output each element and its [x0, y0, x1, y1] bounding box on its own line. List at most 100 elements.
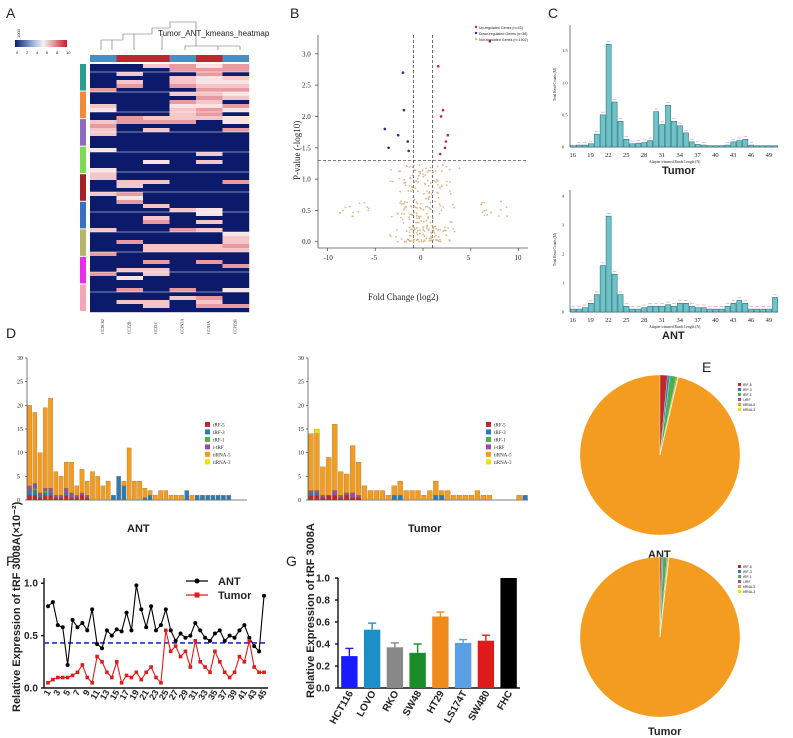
bar-category-label: LOVO — [355, 689, 379, 719]
heatmap-cell — [90, 128, 117, 133]
heatmap-cell — [143, 280, 170, 285]
stack-bar-segment — [105, 480, 111, 501]
line-point-ant — [242, 623, 247, 628]
stack-bar-segment — [64, 462, 69, 489]
stack-bar-segment — [439, 490, 445, 496]
volcano-point-not-regulated — [402, 222, 405, 224]
heatmap-cell — [196, 248, 223, 253]
hist-bar — [712, 308, 719, 313]
volcano-point-not-regulated — [427, 196, 430, 199]
stack-legend-swatch — [205, 451, 210, 457]
heatmap-cell — [90, 268, 117, 273]
line-point-ant — [163, 607, 168, 612]
volcano-point-not-regulated — [411, 174, 414, 177]
volcano-point-not-regulated — [367, 209, 370, 212]
volcano-point-not-regulated — [427, 185, 430, 187]
stack-bar-segment — [338, 495, 344, 498]
heatmap-cell — [222, 108, 250, 113]
heatmap-cell — [169, 92, 197, 97]
stack-bar-segment — [147, 495, 153, 501]
stack-bar-segment — [53, 495, 59, 498]
heatmap-cell — [143, 168, 170, 173]
stack-y-tick-label: 30 — [17, 356, 23, 362]
heatmap-cell — [116, 252, 144, 257]
hist-bar — [724, 305, 731, 313]
heatmap-cell — [116, 80, 144, 85]
heatmap-cell — [90, 252, 117, 257]
heatmap-cell — [116, 240, 144, 245]
volcano-point-not-regulated — [500, 200, 503, 203]
heatmap-cell — [116, 76, 144, 81]
heatmap-cell — [222, 132, 250, 137]
heatmap-cell — [90, 308, 117, 313]
line-x-tick-label: 5 — [61, 688, 72, 697]
heatmap-cell — [90, 172, 117, 177]
heatmap-cell — [196, 104, 223, 109]
heatmap-cell — [169, 276, 197, 281]
heatmap-cell — [143, 92, 170, 97]
heatmap-cell — [143, 72, 170, 77]
hist-bar — [659, 124, 665, 148]
volcano-point-not-regulated — [416, 217, 418, 220]
heatmap-cell — [196, 116, 223, 121]
hist-ylabel: Total Read Counts (M) — [553, 232, 557, 266]
stack-legend-label: tRF-3 — [213, 431, 225, 436]
hist-bar-annotation — [666, 301, 670, 303]
volcano-point-not-regulated — [449, 192, 452, 195]
heatmap-cell — [169, 272, 197, 277]
volcano-point-not-regulated — [425, 237, 428, 240]
heatmap-cell — [196, 84, 223, 89]
heatmap-cell — [222, 240, 250, 245]
heatmap-cell — [169, 208, 197, 213]
volcano-point-not-regulated — [427, 216, 429, 219]
volcano-point-not-regulated — [416, 233, 419, 236]
hist-xlabel: Adapter trimmed Reads Length (N) — [649, 325, 701, 329]
heatmap-cell — [169, 100, 197, 105]
heatmap-cell — [90, 80, 117, 85]
volcano-point-not-regulated — [483, 201, 485, 204]
heatmap-cell — [143, 284, 170, 289]
heatmap-cell — [116, 264, 144, 269]
bar-ylabel: Relative Expression of tRF 3008A — [305, 523, 317, 698]
heatmap-cell — [90, 100, 117, 105]
heatmap-cell — [196, 196, 223, 201]
heatmap-cell — [169, 116, 197, 121]
volcano-point-not-regulated — [434, 225, 437, 227]
heatmap-cell — [222, 272, 250, 277]
volcano-x-tick-label: 10 — [514, 254, 522, 262]
hist-x-tick-label: 31 — [659, 317, 666, 324]
pie-legend-swatch — [738, 580, 741, 583]
volcano-point-not-regulated — [419, 215, 422, 218]
heatmap-cell — [90, 132, 117, 137]
hist-bar — [754, 308, 761, 313]
line-point-tumor — [257, 670, 261, 675]
stack-bar-segment — [142, 497, 148, 501]
volcano-point-not-regulated — [430, 193, 433, 195]
heatmap-cell — [222, 252, 250, 257]
stack-bar-segment — [37, 452, 43, 494]
volcano-point-not-regulated — [448, 168, 451, 171]
line-point-ant — [124, 610, 129, 615]
heatmap-cell — [169, 232, 197, 237]
volcano-point-up — [446, 133, 450, 137]
volcano-point-not-regulated — [458, 167, 461, 170]
line-point-tumor — [56, 675, 60, 680]
volcano-point-not-regulated — [415, 201, 418, 203]
heatmap-cell — [116, 216, 144, 221]
hist-bar-annotation — [654, 303, 658, 304]
stack-legend-swatch — [486, 436, 491, 442]
heatmap-cell — [196, 68, 223, 73]
cluster-bar-cell — [80, 201, 86, 229]
stack-bar-segment — [43, 492, 48, 496]
volcano-point-not-regulated — [409, 177, 412, 179]
volcano-point-down — [387, 146, 390, 150]
heatmap-cell — [196, 296, 223, 301]
pie-legend-label: tRF-5 — [743, 565, 752, 569]
hist-x-tick-label: 34 — [676, 152, 683, 159]
stack-legend-label: tRF-1 — [213, 438, 225, 443]
heatmap-cell — [143, 232, 170, 237]
hist-x-tick-label: 43 — [730, 152, 737, 159]
line-point-ant — [188, 633, 193, 638]
stack-bar-segment — [48, 495, 53, 501]
volcano-point-not-regulated — [436, 165, 439, 168]
